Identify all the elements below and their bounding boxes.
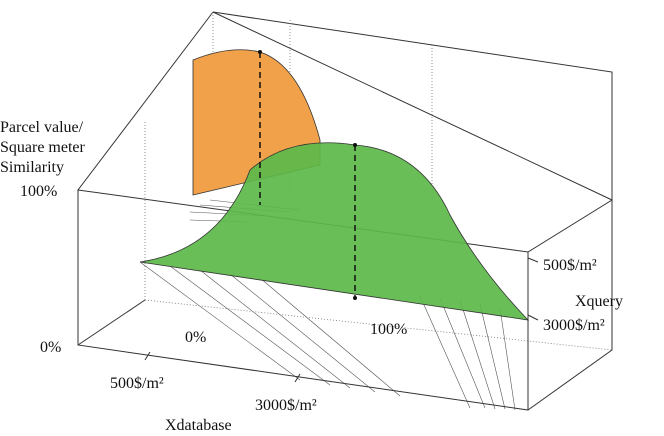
y-axis-label: Parcel value/: [0, 119, 84, 136]
x-tick-label: 500$/m²: [110, 375, 164, 392]
y-bottom-label: 0%: [40, 339, 61, 356]
q-tick-label: 500$/m²: [543, 257, 597, 274]
y-top-label: 100%: [20, 183, 57, 200]
peak-lines: [259, 52, 356, 298]
peak-dot: [353, 143, 357, 147]
base-dot: [353, 296, 357, 300]
q-axis-label: Xquery: [575, 293, 623, 310]
y-axis-label: Similarity: [0, 159, 64, 176]
similarity-tick: 100%: [370, 321, 407, 338]
x-axis-label: Xdatabase: [165, 417, 232, 434]
tick-marks: [144, 257, 539, 383]
x-tick-label: 3000$/m²: [255, 397, 317, 414]
y-axis-label: Square meter: [0, 139, 86, 156]
similarity-tick: 0%: [185, 329, 206, 346]
peak-dot: [258, 50, 262, 54]
q-tick-label: 3000$/m²: [543, 317, 605, 334]
diagonal: [212, 11, 613, 201]
